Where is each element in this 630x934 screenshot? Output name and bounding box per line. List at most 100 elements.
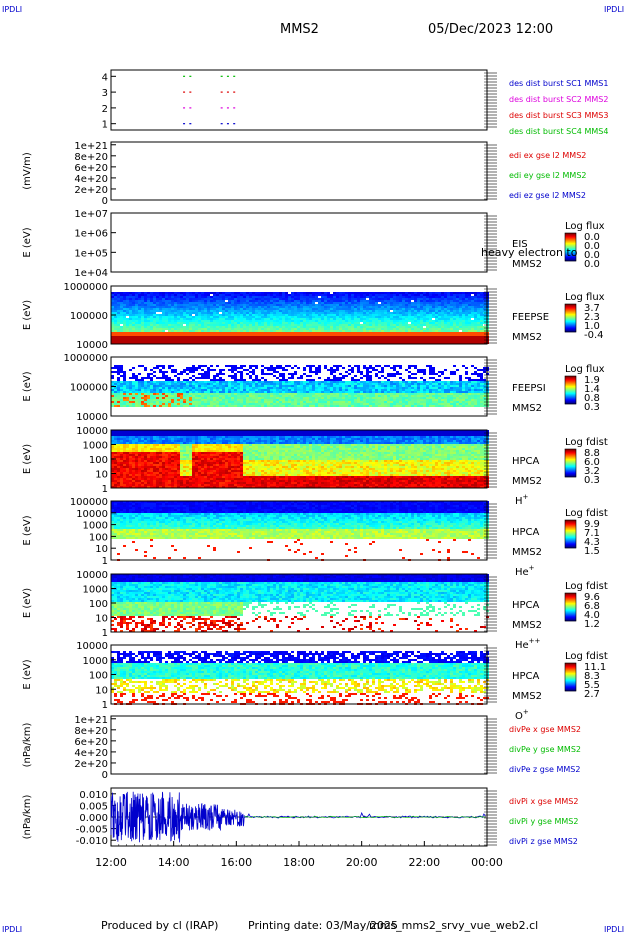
heatmap-cell [240, 302, 243, 304]
heatmap-cell [342, 294, 345, 296]
heatmap-cell [282, 318, 285, 320]
heatmap-cell [177, 332, 180, 334]
heatmap-cell [363, 310, 366, 312]
heatmap-cell [453, 334, 456, 336]
heatmap-cell [225, 318, 228, 320]
heatmap-cell [201, 383, 204, 385]
heatmap-cell [198, 300, 201, 302]
heatmap-cell [324, 381, 327, 383]
heatmap-cell [180, 324, 183, 326]
heatmap-cell [381, 300, 384, 302]
heatmap-cell [114, 306, 117, 308]
heatmap-cell [225, 306, 228, 308]
heatmap-cell [369, 322, 372, 324]
heatmap-cell [174, 383, 177, 385]
heatmap-cell [270, 298, 273, 300]
heatmap-cell [309, 322, 312, 324]
panel-background [111, 213, 487, 272]
heatmap-cell [120, 326, 123, 328]
heatmap-cell [285, 381, 288, 383]
heatmap-cell [138, 302, 141, 304]
heatmap-cell [345, 294, 348, 296]
heatmap-cell [444, 292, 447, 294]
heatmap-cell [342, 312, 345, 314]
heatmap-cell [180, 395, 183, 397]
heatmap-cell [180, 302, 183, 304]
heatmap-cell [450, 314, 453, 316]
heatmap-cell [120, 367, 123, 369]
heatmap-cell [471, 312, 474, 314]
heatmap-cell [240, 340, 243, 342]
heatmap-cell [225, 334, 228, 336]
heatmap-cell [129, 298, 132, 300]
heatmap-cell [282, 405, 285, 407]
heatmap-cell [306, 405, 309, 407]
heatmap-cell [207, 401, 210, 403]
heatmap-cell [450, 298, 453, 300]
heatmap-cell [468, 316, 471, 318]
heatmap-cell [219, 320, 222, 322]
heatmap-cell [384, 306, 387, 308]
heatmap-cell [423, 334, 426, 336]
heatmap-cell [132, 383, 135, 385]
heatmap-cell [144, 397, 147, 399]
heatmap-cell [282, 367, 285, 369]
heatmap-cell [186, 389, 189, 391]
heatmap-cell [168, 365, 171, 367]
heatmap-cell [213, 302, 216, 304]
heatmap-cell [282, 387, 285, 389]
heatmap-cell [468, 324, 471, 326]
heatmap-cell [471, 338, 474, 340]
y-tick-label: 1000000 [63, 282, 108, 293]
heatmap-cell [183, 320, 186, 322]
heatmap-cell [276, 308, 279, 310]
heatmap-cell [366, 312, 369, 314]
heatmap-cell [243, 389, 246, 391]
heatmap-cell [465, 300, 468, 302]
heatmap-cell [204, 373, 207, 375]
heatmap-cell [138, 304, 141, 306]
heatmap-cell [312, 296, 315, 298]
heatmap-cell [294, 387, 297, 389]
heatmap-cell [255, 336, 258, 338]
heatmap-cell [165, 320, 168, 322]
heatmap-cell [447, 292, 450, 294]
heatmap-cell [186, 383, 189, 385]
heatmap-cell [405, 334, 408, 336]
colorbar-segment [565, 237, 576, 239]
heatmap-cell [309, 367, 312, 369]
heatmap-cell [288, 365, 291, 367]
heatmap-cell [150, 403, 153, 405]
heatmap-cell [297, 340, 300, 342]
heatmap-cell [306, 330, 309, 332]
heatmap-cell [162, 294, 165, 296]
heatmap-cell [414, 298, 417, 300]
heatmap-cell [333, 342, 336, 344]
heatmap-cell [246, 338, 249, 340]
heatmap-cell [189, 320, 192, 322]
heatmap-cell [177, 397, 180, 399]
heatmap-cell [285, 312, 288, 314]
heatmap-cell [393, 294, 396, 296]
heatmap-cell [243, 334, 246, 336]
heatmap-cell [219, 371, 222, 373]
heatmap-cell [357, 334, 360, 336]
heatmap-cell [288, 320, 291, 322]
heatmap-cell [267, 314, 270, 316]
heatmap-cell [393, 298, 396, 300]
heatmap-cell [483, 310, 486, 312]
heatmap-cell [183, 308, 186, 310]
heatmap-cell [120, 399, 123, 401]
heatmap-cell [438, 310, 441, 312]
heatmap-cell [285, 328, 288, 330]
heatmap-cell [228, 314, 231, 316]
heatmap-cell [171, 403, 174, 405]
heatmap-cell [273, 320, 276, 322]
heatmap-cell [162, 324, 165, 326]
heatmap-cell [111, 389, 114, 391]
heatmap-cell [384, 326, 387, 328]
heatmap-cell [243, 296, 246, 298]
heatmap-cell [207, 385, 210, 387]
heatmap-cell [135, 336, 138, 338]
heatmap-cell [243, 391, 246, 393]
